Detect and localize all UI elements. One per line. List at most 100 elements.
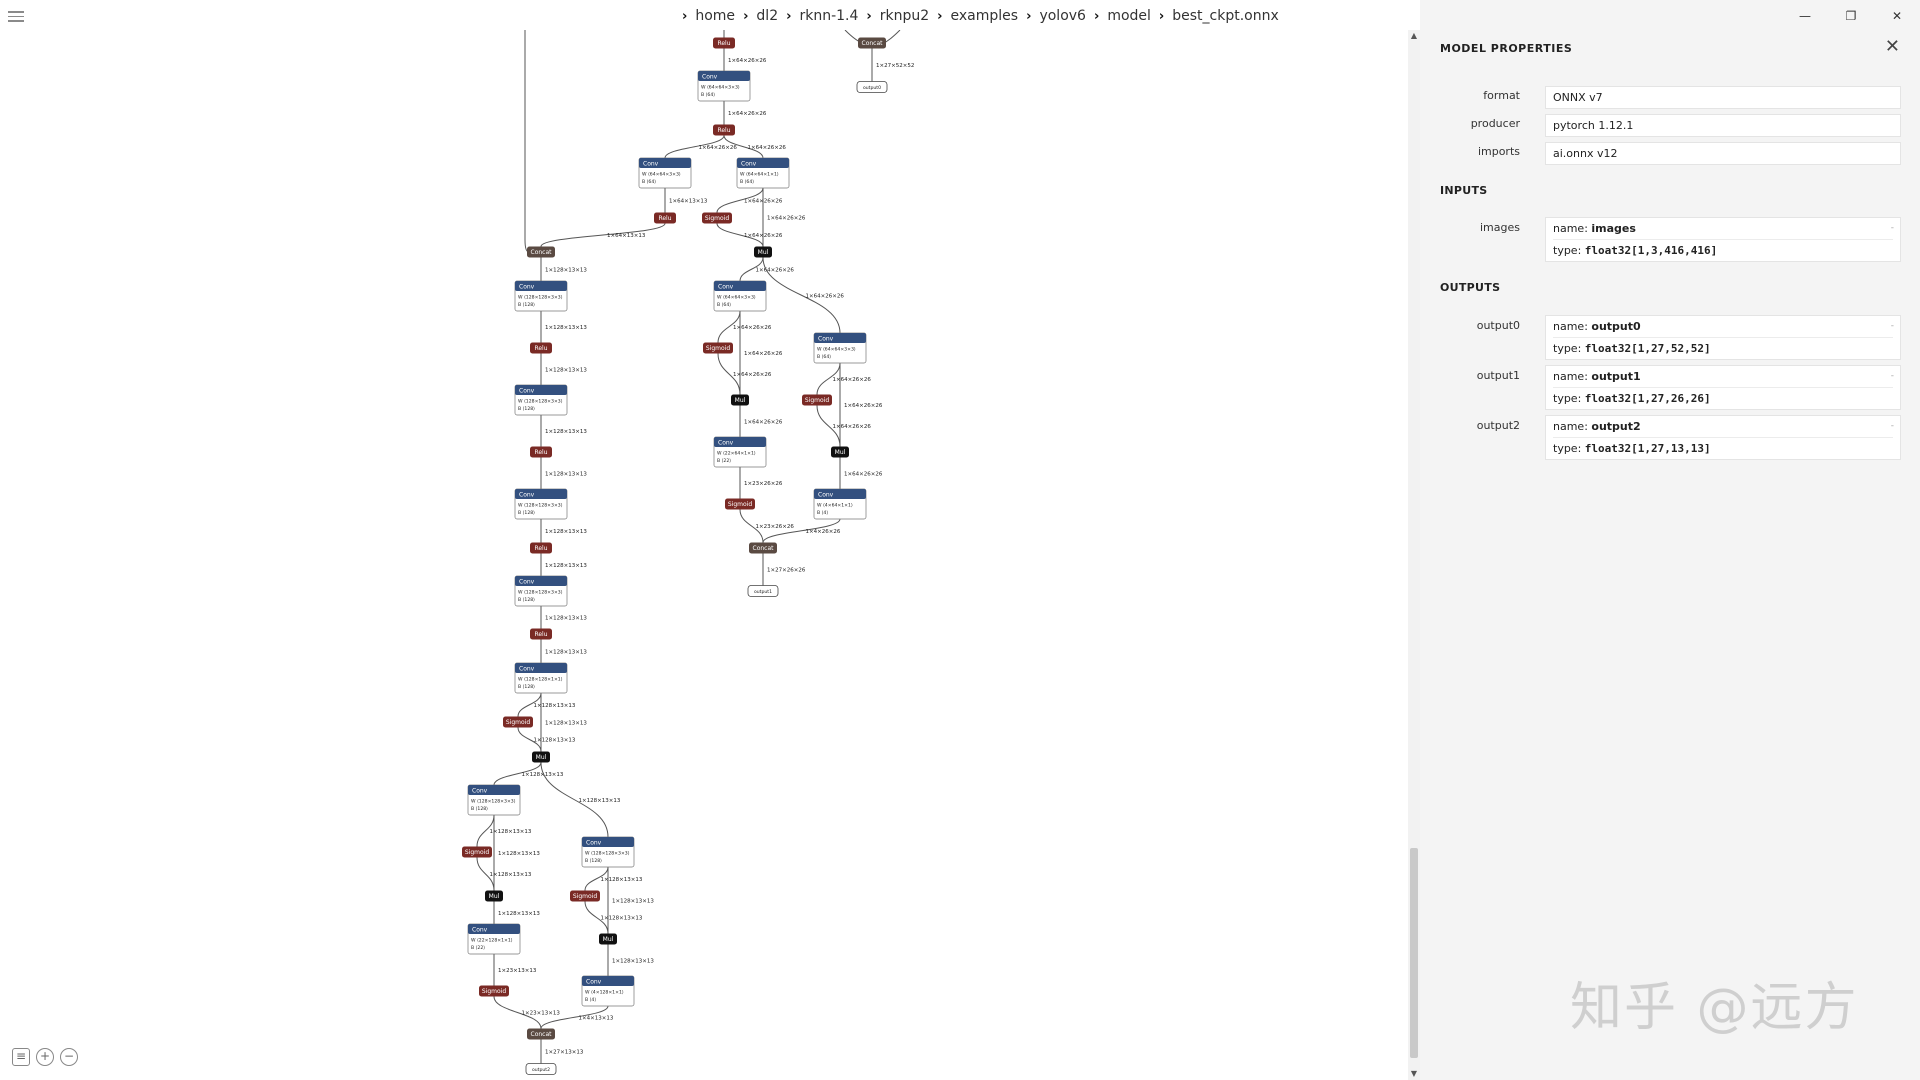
zoom-out-icon[interactable]: −	[60, 1048, 78, 1066]
output2-box[interactable]: name: output2- type: float32[1,27,13,13]	[1545, 415, 1901, 460]
graph-node-conv[interactable]: Conv W ⟨22×128×1×1⟩B ⟨22⟩	[467, 923, 521, 955]
node-body	[599, 933, 617, 945]
graph-node-mul[interactable]: Mul	[831, 446, 849, 458]
node-header	[814, 333, 866, 343]
graph-node-conv[interactable]: Conv W ⟨128×128×1×1⟩B ⟨128⟩	[514, 662, 568, 694]
graph-node-sigmoid[interactable]: Sigmoid	[703, 342, 733, 354]
graph-node-concat[interactable]: Concat	[527, 1028, 555, 1040]
close-icon[interactable]: ✕	[1884, 36, 1900, 57]
producer-value[interactable]: pytorch 1.12.1	[1545, 114, 1901, 137]
breadcrumb-item-rknn[interactable]: › rknn-1.4	[786, 8, 859, 24]
graph-node-relu[interactable]: Relu	[530, 446, 552, 458]
output1-box[interactable]: name: output1- type: float32[1,27,26,26]	[1545, 365, 1901, 410]
graph-node-conv[interactable]: Conv W ⟨128×128×3×3⟩B ⟨128⟩	[514, 384, 568, 416]
graph-node-conv[interactable]: Conv W ⟨22×64×1×1⟩B ⟨22⟩	[713, 436, 767, 468]
zoom-in-icon[interactable]: +	[36, 1048, 54, 1066]
graph-node-sigmoid[interactable]: Sigmoid	[503, 716, 533, 728]
graph-edge	[664, 135, 725, 159]
node-label: Relu	[717, 40, 730, 47]
graph-node-concat[interactable]: Concat	[858, 37, 886, 49]
graph-node-output[interactable]: output1	[747, 585, 779, 597]
scroll-thumb[interactable]	[1410, 848, 1418, 1058]
graph-node-relu[interactable]: Relu	[713, 37, 735, 49]
graph-node-concat[interactable]: Concat	[749, 542, 777, 554]
node-bias-attr: B ⟨64⟩	[740, 179, 754, 185]
breadcrumb-item-home[interactable]: › home	[682, 8, 736, 24]
breadcrumb-item-dl2[interactable]: › dl2	[743, 8, 779, 24]
graph-node-sigmoid[interactable]: Sigmoid	[725, 498, 755, 510]
expand-icon[interactable]: -	[1890, 223, 1894, 233]
model-graph[interactable]: 1×64×26×26 1×27×52×52 1×64×26×26 1×64×26×26…	[0, 30, 1408, 1080]
format-value[interactable]: ONNX v7	[1545, 86, 1901, 109]
node-body	[525, 1063, 557, 1075]
edge-shape-label: 1×128×13×13	[545, 529, 587, 535]
graph-node-mul[interactable]: Mul	[599, 933, 617, 945]
node-body	[713, 124, 735, 136]
graph-node-conv[interactable]: Conv W ⟨64×64×1×1⟩B ⟨64⟩	[736, 157, 790, 189]
properties-icon[interactable]: ≡	[12, 1048, 30, 1066]
output1-label: output1	[1476, 369, 1520, 382]
graph-node-sigmoid[interactable]: Sigmoid	[462, 846, 492, 858]
breadcrumb-item-yolov6[interactable]: › yolov6	[1026, 8, 1086, 24]
restore-button[interactable]: ❐	[1845, 9, 1857, 23]
graph-node-conv[interactable]: Conv W ⟨64×64×3×3⟩B ⟨64⟩	[813, 332, 867, 364]
node-bias-attr: B ⟨128⟩	[518, 510, 535, 516]
graph-node-mul[interactable]: Mul	[485, 890, 503, 902]
graph-node-relu[interactable]: Relu	[530, 628, 552, 640]
producer-label: producer	[1470, 117, 1520, 130]
graph-node-sigmoid[interactable]: Sigmoid	[802, 394, 832, 406]
graph-node-concat[interactable]: Concat	[527, 246, 555, 258]
graph-canvas[interactable]: 1×64×26×26 1×27×52×52 1×64×26×26 1×64×26×26…	[0, 30, 1408, 1080]
graph-node-relu[interactable]: Relu	[530, 342, 552, 354]
node-weight-attr: W ⟨64×64×3×3⟩	[717, 295, 756, 301]
edge-shape-label: 1×128×13×13	[545, 325, 587, 331]
graph-node-conv[interactable]: Conv W ⟨4×64×1×1⟩B ⟨4⟩	[813, 488, 867, 520]
graph-node-conv[interactable]: Conv W ⟨128×128×3×3⟩B ⟨128⟩	[514, 280, 568, 312]
scroll-down-icon[interactable]: ▼	[1410, 1069, 1418, 1078]
edge-shape-label: 1×64×26×26	[767, 215, 806, 221]
graph-node-sigmoid[interactable]: Sigmoid	[479, 985, 509, 997]
graph-node-conv[interactable]: Conv W ⟨64×64×3×3⟩B ⟨64⟩	[638, 157, 692, 189]
graph-node-relu[interactable]: Relu	[530, 542, 552, 554]
expand-icon[interactable]: -	[1890, 421, 1894, 431]
vertical-scrollbar[interactable]: ▲ ▼	[1408, 30, 1420, 1080]
node-weight-attr: W ⟨128×128×3×3⟩	[471, 799, 516, 805]
menu-icon[interactable]	[8, 8, 24, 22]
graph-node-sigmoid[interactable]: Sigmoid	[570, 890, 600, 902]
breadcrumb-item-rknpu2[interactable]: › rknpu2	[866, 8, 930, 24]
window-close-button[interactable]: ✕	[1891, 9, 1903, 23]
breadcrumb-item-file[interactable]: › best_ckpt.onnx	[1158, 8, 1279, 24]
graph-node-conv[interactable]: Conv W ⟨128×128×3×3⟩B ⟨128⟩	[467, 784, 521, 816]
breadcrumb-item-examples[interactable]: › examples	[937, 8, 1019, 24]
graph-node-mul[interactable]: Mul	[754, 246, 772, 258]
graph-node-output[interactable]: output0	[856, 81, 888, 93]
graph-node-conv[interactable]: Conv W ⟨128×128×3×3⟩B ⟨128⟩	[514, 575, 568, 607]
graph-node-sigmoid[interactable]: Sigmoid	[702, 212, 732, 224]
input-images-box[interactable]: name: images - type: float32[1,3,416,416]	[1545, 217, 1901, 262]
imports-value[interactable]: ai.onnx v12	[1545, 142, 1901, 165]
expand-icon[interactable]: -	[1890, 321, 1894, 331]
graph-node-conv[interactable]: Conv W ⟨128×128×3×3⟩B ⟨128⟩	[581, 836, 635, 868]
graph-node-mul[interactable]: Mul	[731, 394, 749, 406]
breadcrumb-item-model[interactable]: › model	[1093, 8, 1151, 24]
node-body	[530, 542, 552, 554]
graph-node-relu[interactable]: Relu	[713, 124, 735, 136]
node-header	[468, 785, 520, 795]
graph-node-mul[interactable]: Mul	[532, 751, 550, 763]
graph-node-output[interactable]: output2	[525, 1063, 557, 1075]
node-label: Conv	[519, 388, 535, 395]
expand-icon[interactable]: -	[1890, 371, 1894, 381]
chevron-right-icon: ›	[866, 8, 872, 24]
minimize-button[interactable]: —	[1799, 9, 1811, 23]
scroll-up-icon[interactable]: ▲	[1410, 31, 1418, 40]
graph-edge	[717, 310, 741, 343]
graph-node-conv[interactable]: Conv W ⟨4×128×1×1⟩B ⟨4⟩	[581, 975, 635, 1007]
graph-node-conv[interactable]: Conv W ⟨64×64×3×3⟩B ⟨64⟩	[713, 280, 767, 312]
graph-node-conv[interactable]: Conv W ⟨64×64×3×3⟩B ⟨64⟩	[697, 70, 751, 102]
edge-shape-label: 1×4×13×13	[579, 1015, 614, 1021]
chevron-right-icon: ›	[1026, 8, 1032, 24]
output0-box[interactable]: name: output0- type: float32[1,27,52,52]	[1545, 315, 1901, 360]
graph-node-relu[interactable]: Relu	[654, 212, 676, 224]
node-weight-attr: W ⟨64×64×3×3⟩	[642, 172, 681, 178]
graph-node-conv[interactable]: Conv W ⟨128×128×3×3⟩B ⟨128⟩	[514, 488, 568, 520]
